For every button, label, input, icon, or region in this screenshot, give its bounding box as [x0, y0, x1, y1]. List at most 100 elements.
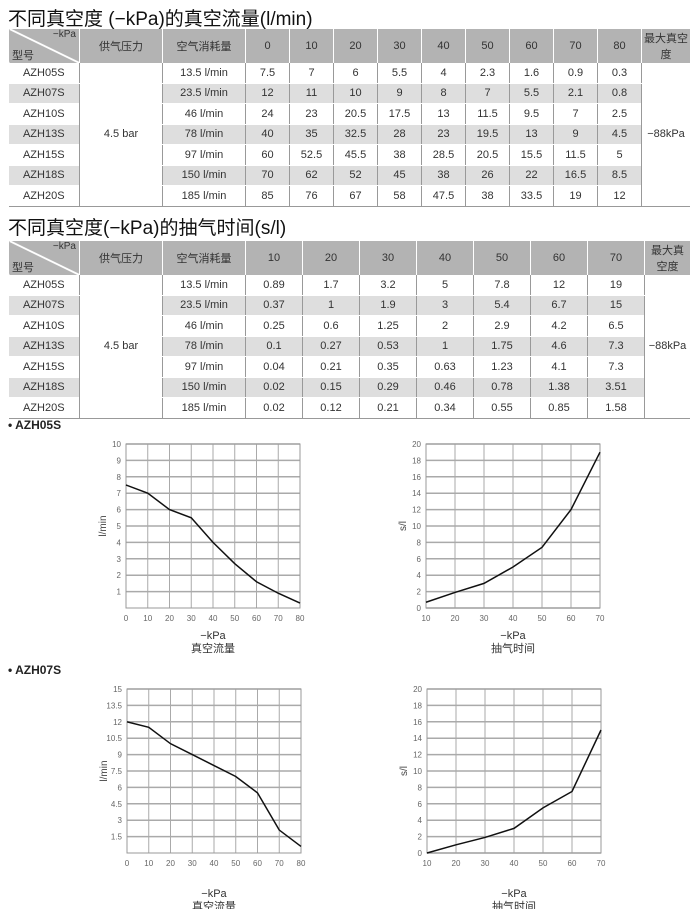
value-cell: 1.6 — [509, 63, 554, 84]
value-cell: 5.5 — [509, 83, 554, 104]
value-cell: 7.8 — [473, 275, 531, 296]
value-cell: 19 — [587, 275, 645, 296]
col-kpa: 50 — [473, 241, 531, 275]
value-cell: 85 — [245, 185, 290, 207]
value-cell: 58 — [377, 185, 422, 207]
value-cell: 6.5 — [587, 315, 645, 337]
value-cell: 1.9 — [359, 295, 417, 316]
value-cell: 70 — [245, 165, 290, 186]
header-row: −kPa 型号 供气压力 空气消耗量 10 20 30 40 50 60 70 最大真空度 — [8, 241, 690, 275]
table-row: AZH20S 185 l/min 85 76 67 58 47.5 38 33.5 19 12 — [8, 185, 691, 207]
value-cell: 0.6 — [302, 315, 360, 337]
value-cell: 2.3 — [465, 63, 510, 84]
value-cell: 60 — [245, 144, 290, 166]
table-row: AZH05S 4.5 bar 13.5 l/min 7.5 7 6 5.5 4 2.3 1.6 0.… — [8, 63, 690, 207]
x-tick-label: 70 — [597, 859, 606, 868]
chart-caption: 真空流量 — [192, 899, 236, 909]
value-cell: 16.5 — [553, 165, 598, 186]
corner-model: 型号 — [12, 50, 34, 62]
value-cell: 28 — [377, 124, 422, 145]
value-cell: 9 — [553, 124, 598, 145]
value-cell: 0.25 — [245, 315, 303, 337]
value-cell: 32.5 — [333, 124, 378, 145]
value-cell: 1 — [416, 336, 474, 357]
col-kpa: 80 — [597, 29, 642, 63]
value-cell: 13 — [421, 103, 466, 125]
value-cell: 4.6 — [530, 336, 588, 357]
y-tick-label: 2 — [117, 571, 122, 580]
y-tick-label: 8 — [117, 473, 122, 482]
flow-table: −kPa 型号 供气压力 空气消耗量 0 10 20 30 40 50 60 70 80 最大真空度 … — [8, 29, 690, 207]
value-cell: 13 — [509, 124, 554, 145]
value-cell: 4.5 — [597, 124, 642, 145]
value-cell: 2.9 — [473, 315, 531, 337]
chart-azh07s-flow: 0 10 20 30 40 50 60 70 80 1.5 3 4.5 6 7.5 9 10.5 12 13.5 1… — [99, 685, 306, 909]
value-cell: 17.5 — [377, 103, 422, 125]
section-label-azh05s: • AZH05S — [8, 418, 62, 432]
value-cell: 23 — [289, 103, 334, 125]
value-cell: 76 — [289, 185, 334, 207]
x-tick-label: 60 — [253, 859, 262, 868]
y-tick-label: 5 — [117, 522, 122, 531]
table-row: AZH18S 150 l/min 70 62 52 45 38 26 22 16.5 8.5 — [8, 165, 691, 186]
col-kpa: 40 — [421, 29, 466, 63]
value-cell: 0.35 — [359, 356, 417, 378]
chart-caption: 抽气时间 — [492, 899, 536, 909]
chart-caption: 真空流量 — [191, 641, 235, 655]
table-row: AZH13S 78 l/min 0.1 0.27 0.53 1 1.75 4.6 7.3 — [8, 336, 691, 357]
consumption-cell: 150 l/min — [162, 165, 246, 186]
value-cell: 3 — [416, 295, 474, 316]
y-tick-label: 18 — [412, 456, 421, 465]
value-cell: 11.5 — [465, 103, 510, 125]
model-cell: AZH15S — [8, 356, 80, 378]
y-tick-label: 20 — [413, 685, 422, 694]
chart-azh07s-time: 10 20 30 40 50 60 70 0 2 4 6 8 10 12 14 16 18 20 s/l −kPa抽气… — [399, 685, 606, 909]
time-table: −kPa 型号 供气压力 空气消耗量 10 20 30 40 50 60 70 最大真空度 AZH… — [8, 241, 690, 419]
consumption-cell: 97 l/min — [162, 356, 246, 378]
plot-frame — [425, 443, 601, 609]
value-cell: 28.5 — [421, 144, 466, 166]
value-cell: 8 — [421, 83, 466, 104]
model-cell: AZH15S — [8, 144, 80, 166]
value-cell: 4 — [421, 63, 466, 84]
value-cell: 12 — [245, 83, 290, 104]
model-cell: AZH13S — [8, 336, 80, 357]
col-max-vacuum: 最大真空度 — [641, 29, 690, 63]
y-tick-label: 8 — [417, 538, 422, 547]
table-row: AZH05S 4.5 bar 13.5 l/min 0.89 1.7 3.2 5 7.8 12 1… — [8, 275, 690, 419]
y-tick-label: 20 — [412, 440, 421, 449]
value-cell: 0.8 — [597, 83, 642, 104]
model-cell: AZH20S — [8, 397, 80, 419]
y-tick-label: 2 — [417, 588, 422, 597]
x-tick-label: 40 — [510, 859, 519, 868]
y-tick-label: 7.5 — [111, 767, 123, 776]
consumption-cell: 185 l/min — [162, 397, 246, 419]
series-line — [426, 729, 602, 854]
value-cell: 12 — [597, 185, 642, 207]
value-cell: 0.04 — [245, 356, 303, 378]
y-tick-label: 8 — [418, 783, 423, 792]
x-tick-label: 50 — [230, 614, 239, 623]
value-cell: 11 — [289, 83, 334, 104]
value-cell: 38 — [377, 144, 422, 166]
plot-frame — [426, 688, 602, 854]
consumption-cell: 13.5 l/min — [162, 275, 246, 296]
series-line — [126, 721, 302, 848]
col-kpa: 20 — [302, 241, 360, 275]
model-cell: AZH10S — [8, 103, 80, 125]
y-tick-label: 4.5 — [111, 800, 123, 809]
model-cell: AZH18S — [8, 377, 80, 398]
y-tick-label: 10 — [412, 522, 421, 531]
model-cell: AZH05S — [8, 275, 80, 296]
value-cell: 7.5 — [245, 63, 290, 84]
x-tick-label: 60 — [567, 614, 576, 623]
x-tick-label: 10 — [144, 859, 153, 868]
x-tick-label: 70 — [275, 859, 284, 868]
x-tick-label: 0 — [124, 614, 129, 623]
value-cell: 7.3 — [587, 356, 645, 378]
col-kpa: 0 — [245, 29, 290, 63]
table-row: AZH15S 97 l/min 60 52.5 45.5 38 28.5 20.5 15.5 11… — [8, 144, 691, 166]
value-cell: 6.7 — [530, 295, 588, 316]
y-tick-label: 12 — [113, 718, 122, 727]
section-label-azh07s: • AZH07S — [8, 663, 62, 677]
